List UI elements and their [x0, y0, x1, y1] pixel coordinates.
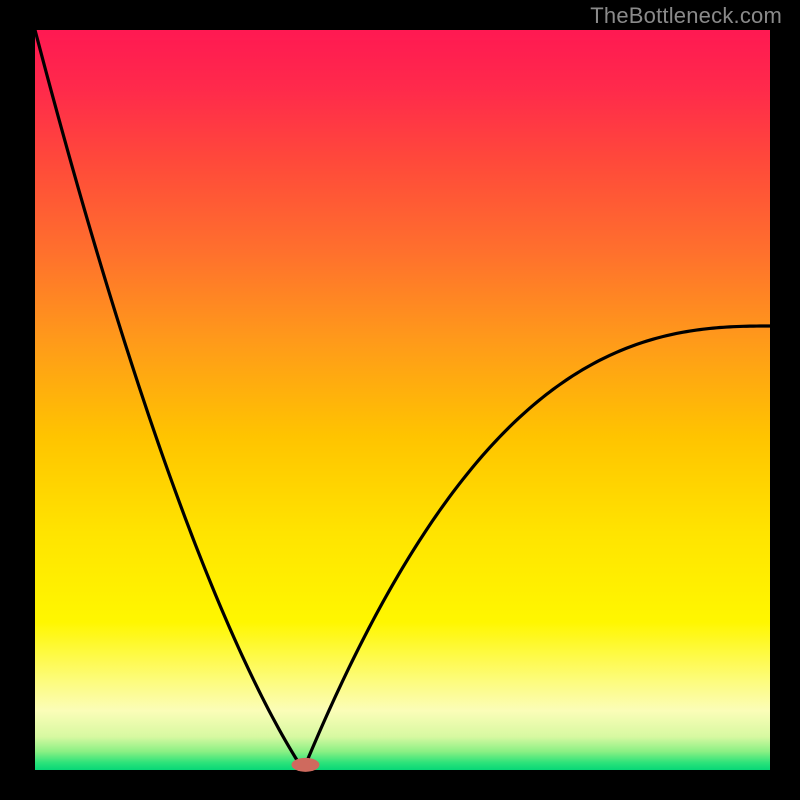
optimal-marker — [291, 758, 319, 772]
watermark-label: TheBottleneck.com — [590, 3, 782, 29]
chart-container: TheBottleneck.com — [0, 0, 800, 800]
bottleneck-chart — [0, 0, 800, 800]
